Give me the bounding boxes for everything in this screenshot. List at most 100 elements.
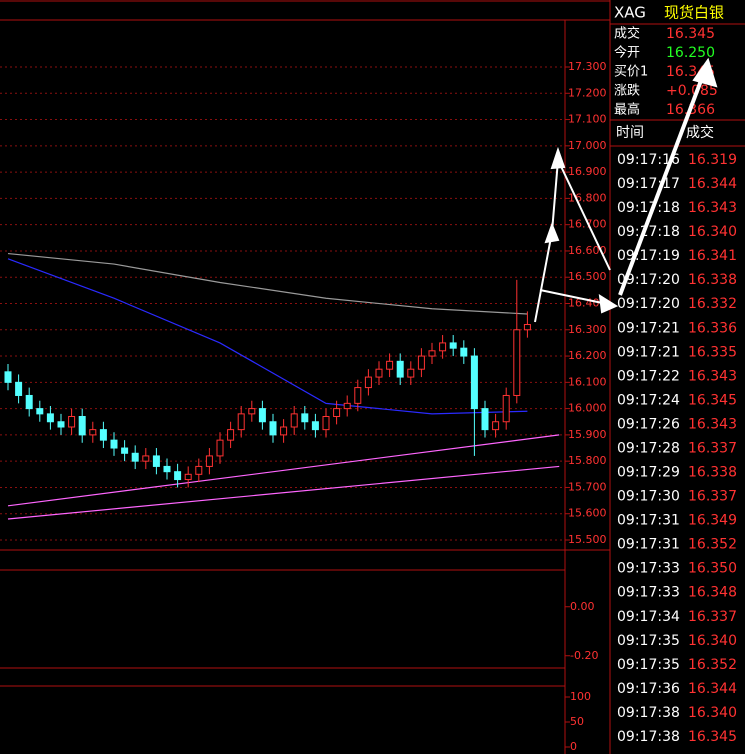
- tick-price: 16.343: [688, 368, 737, 384]
- quote-value: 16.345: [666, 26, 715, 42]
- tick-time: 09:17:20: [617, 272, 680, 288]
- ma-line: [7, 258, 528, 415]
- candle-body: [174, 471, 182, 481]
- candle-body: [439, 342, 447, 352]
- tick-price: 16.336: [688, 320, 737, 336]
- candle-body: [311, 421, 319, 431]
- tick-price: 16.343: [688, 200, 737, 216]
- candle-body: [216, 439, 224, 457]
- tick-time: 09:17:31: [617, 513, 680, 529]
- candle-body: [428, 350, 436, 357]
- candle-body: [57, 421, 65, 428]
- candle-body: [237, 413, 245, 431]
- tick-price: 16.319: [688, 152, 737, 168]
- candle-body: [269, 421, 277, 436]
- y-tick-label: 16.100: [568, 375, 607, 388]
- tick-price: 16.340: [688, 705, 737, 721]
- quote-label: 最高: [614, 102, 640, 118]
- candle-body: [364, 376, 372, 389]
- quote-label: 买价1: [614, 65, 648, 80]
- candle-body: [449, 342, 457, 349]
- candle-body: [4, 371, 12, 383]
- candle-body: [513, 329, 521, 396]
- y-tick-label: 0.00: [570, 600, 595, 613]
- candle-body: [301, 413, 309, 423]
- tick-time: 09:17:33: [617, 561, 680, 577]
- tick-price: 16.348: [688, 585, 737, 601]
- tick-price: 16.343: [688, 416, 737, 432]
- tick-price: 16.344: [688, 681, 737, 697]
- tick-time: 09:17:26: [617, 416, 680, 432]
- candle-body: [15, 381, 23, 396]
- tick-price: 16.337: [688, 609, 737, 625]
- candle-body: [163, 465, 171, 473]
- y-tick-label: 50: [570, 715, 584, 728]
- candle-body: [110, 439, 118, 449]
- y-tick-label: 0: [570, 740, 577, 753]
- tick-time: 09:17:18: [617, 200, 680, 216]
- candle-body: [280, 426, 288, 436]
- quote-value: 16.250: [666, 45, 715, 61]
- quote-value: +0.085: [666, 83, 718, 99]
- candle-body: [290, 413, 298, 428]
- tick-time: 09:17:19: [617, 248, 680, 264]
- candle-body: [354, 387, 362, 404]
- tick-price: 16.335: [688, 344, 737, 360]
- ma-line: [7, 252, 528, 315]
- candle-body: [68, 415, 76, 428]
- candle-body: [333, 408, 341, 417]
- tick-price: 16.350: [688, 561, 737, 577]
- tick-time: 09:17:36: [617, 681, 680, 697]
- tick-price: 16.349: [688, 513, 737, 529]
- tick-time: 09:17:33: [617, 585, 680, 601]
- tick-time: 09:17:35: [617, 633, 680, 649]
- tick-price: 16.338: [688, 465, 737, 481]
- annotation-arrows: [534, 57, 718, 323]
- y-tick-label: 17.000: [568, 139, 607, 152]
- candle-body: [131, 452, 139, 462]
- candle-body: [502, 394, 510, 423]
- tick-price: 16.332: [688, 296, 737, 312]
- y-tick-label: 16.400: [568, 297, 607, 310]
- tick-time: 09:17:29: [617, 465, 680, 481]
- tick-time: 09:17:18: [617, 224, 680, 240]
- candle-body: [396, 360, 404, 378]
- candle-body: [481, 408, 489, 431]
- y-tick-label: 16.500: [568, 270, 607, 283]
- candle-body: [46, 413, 54, 423]
- quote-label: 今开: [614, 45, 640, 61]
- candle-body: [89, 429, 97, 436]
- candle-body: [492, 421, 500, 431]
- tick-price: 16.352: [688, 537, 737, 553]
- candle-body: [142, 455, 150, 462]
- y-tick-label: 15.600: [568, 507, 607, 520]
- candle-body: [25, 394, 33, 410]
- column-header: 时间: [616, 125, 644, 141]
- y-tick-label: 16.300: [568, 323, 607, 336]
- candle-body: [99, 429, 107, 441]
- candle-body: [523, 324, 531, 331]
- tick-time: 09:17:20: [617, 296, 680, 312]
- y-tick-label: 15.800: [568, 454, 607, 467]
- y-tick-label: 17.300: [568, 60, 607, 73]
- tick-time: 09:17:22: [617, 368, 680, 384]
- candle-body: [470, 355, 478, 410]
- y-tick-label: 100: [570, 690, 591, 703]
- y-tick-label: 17.200: [568, 86, 607, 99]
- tick-time: 09:17:21: [617, 344, 680, 360]
- tick-time: 09:17:21: [617, 320, 680, 336]
- tick-price: 16.344: [688, 176, 737, 192]
- candle-body: [460, 347, 468, 357]
- y-tick-label: 16.000: [568, 402, 607, 415]
- tick-time: 09:17:38: [617, 729, 680, 745]
- y-tick-label: 16.200: [568, 349, 607, 362]
- quote-label: 成交: [614, 26, 640, 42]
- candle-body: [386, 360, 394, 370]
- candle-body: [407, 368, 415, 378]
- candle-body: [343, 402, 351, 410]
- candle-body: [78, 415, 86, 436]
- tick-time: 09:17:34: [617, 609, 680, 625]
- tick-time: 09:17:35: [617, 657, 680, 673]
- tick-time: 09:17:28: [617, 440, 680, 456]
